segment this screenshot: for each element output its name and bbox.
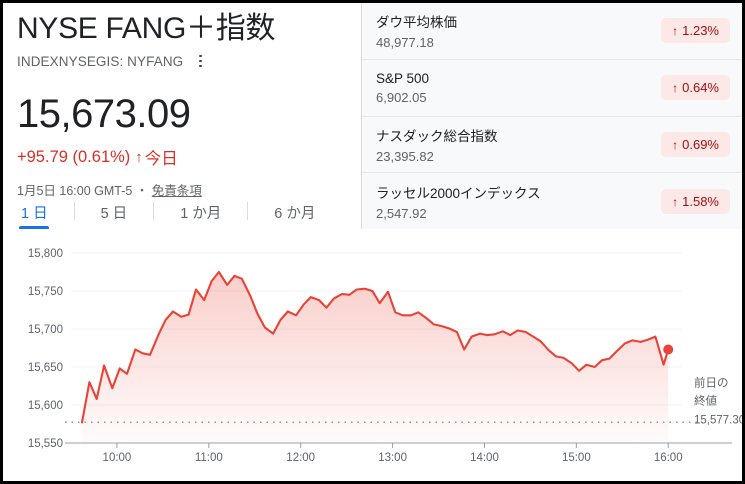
index-value: 2,547.92 (376, 205, 427, 221)
arrow-up-icon: ↑ (672, 137, 679, 152)
tab-divider (247, 202, 249, 220)
price-change-period: 今日 (144, 150, 178, 168)
svg-text:15,750: 15,750 (28, 286, 63, 298)
list-item[interactable]: ラッセル2000インデックス 2,547.92 ↑ 1.58% (362, 173, 742, 229)
index-name: ナスダック総合指数 (376, 128, 498, 144)
status-badge: ↑ 0.69% (661, 131, 730, 157)
index-percent: 1.58% (682, 193, 719, 209)
index-percent: 1.23% (682, 23, 719, 39)
index-name: ラッセル2000インデックス (376, 185, 541, 201)
price-chart[interactable]: 15,800 15,750 15,700 15,650 15,600 15,550 10:… (3, 229, 742, 481)
svg-text:15,650: 15,650 (28, 362, 63, 374)
list-item[interactable]: ダウ平均株価 48,977.18 ↑ 1.23% (362, 3, 742, 60)
index-name: ダウ平均株価 (376, 15, 457, 31)
page-title: NYSE FANG＋指数 (17, 12, 276, 45)
svg-text:16:00: 16:00 (654, 452, 683, 464)
svg-text:15,600: 15,600 (28, 400, 63, 412)
ticker-row: INDEXNYSEGIS: NYFANG (17, 53, 361, 69)
svg-text:前日の: 前日の (694, 375, 729, 389)
index-percent: 0.64% (682, 80, 719, 96)
tab-6-months[interactable]: 6 か月 (270, 195, 319, 229)
index-value: 48,977.18 (376, 35, 434, 51)
tab-divider (153, 202, 155, 220)
chart-y-axis-labels: 15,800 15,750 15,700 15,650 15,600 15,550 (28, 248, 63, 450)
index-info: S&P 500 6,902.05 (376, 71, 429, 105)
price-change-value: +95.79 (0.61%) (17, 147, 131, 166)
svg-text:12:00: 12:00 (286, 452, 315, 464)
tab-label: 1 日 (21, 205, 48, 222)
index-value: 6,902.05 (376, 89, 427, 105)
status-badge: ↑ 0.64% (661, 75, 730, 101)
current-price: 15,673.09 (17, 92, 191, 136)
ticker-symbol: INDEXNYSEGIS: NYFANG (17, 53, 184, 69)
index-info: ラッセル2000インデックス 2,547.92 (376, 182, 541, 221)
status-badge: ↑ 1.23% (661, 18, 730, 44)
price-change: +95.79 (0.61%) ↑ 今日 (17, 145, 361, 169)
arrow-up-icon: ↑ (135, 148, 143, 166)
last-price-marker (663, 344, 674, 355)
market-index-list: ダウ平均株価 48,977.18 ↑ 1.23% S&P 500 6,902.05… (361, 3, 742, 229)
tab-label: 5 日 (100, 205, 128, 222)
svg-text:15,700: 15,700 (28, 324, 63, 336)
list-item[interactable]: S&P 500 6,902.05 ↑ 0.64% (362, 60, 742, 117)
status-badge: ↑ 1.58% (661, 188, 730, 214)
vertical-dots-icon[interactable] (193, 53, 207, 69)
svg-text:15,800: 15,800 (28, 248, 63, 260)
arrow-up-icon: ↑ (672, 194, 679, 209)
svg-text:14:00: 14:00 (470, 452, 499, 464)
index-info: ナスダック総合指数 23,395.82 (376, 125, 498, 164)
chart-series-line (80, 270, 670, 424)
tab-label: 6 か月 (274, 205, 316, 222)
top-section: NYSE FANG＋指数 INDEXNYSEGIS: NYFANG 15,673… (3, 3, 742, 229)
svg-text:15:00: 15:00 (562, 452, 591, 464)
arrow-up-icon: ↑ (672, 24, 679, 39)
arrow-up-icon: ↑ (672, 81, 679, 96)
price-chart-svg[interactable]: 15,800 15,750 15,700 15,650 15,600 15,550 10:… (3, 229, 742, 481)
index-info: ダウ平均株価 48,977.18 (376, 11, 457, 50)
index-name: S&P 500 (376, 70, 430, 86)
svg-text:11:00: 11:00 (195, 452, 223, 464)
range-tabs: 1 日 5 日 1 か月 6 か月 (17, 195, 319, 229)
svg-text:13:00: 13:00 (378, 452, 407, 464)
index-value: 23,395.82 (376, 148, 434, 164)
tab-1-day[interactable]: 1 日 (17, 195, 52, 229)
svg-text:終値: 終値 (694, 393, 717, 407)
svg-text:10:00: 10:00 (103, 452, 132, 464)
chart-area-fill (82, 272, 669, 443)
disclaimer-link[interactable]: 免責条項 (151, 184, 202, 198)
svg-text:15,577.30: 15,577.30 (694, 414, 742, 426)
chart-x-axis-ticks: 10:00 11:00 12:00 13:00 14:00 15:00 16:00 (103, 443, 683, 464)
list-item[interactable]: ナスダック総合指数 23,395.82 ↑ 0.69% (362, 117, 742, 174)
quote-summary: NYSE FANG＋指数 INDEXNYSEGIS: NYFANG 15,673… (3, 3, 361, 229)
tab-label: 1 か月 (180, 205, 222, 222)
index-percent: 0.69% (682, 136, 719, 152)
svg-text:15,550: 15,550 (28, 438, 63, 450)
tab-5-days[interactable]: 5 日 (97, 195, 132, 229)
tab-divider (73, 202, 75, 220)
tab-1-month[interactable]: 1 か月 (176, 195, 225, 229)
